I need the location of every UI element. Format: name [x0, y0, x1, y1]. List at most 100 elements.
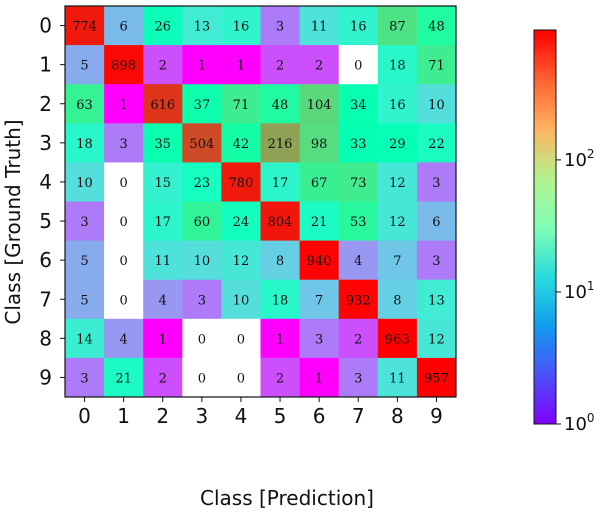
- heatmap-cell: [221, 357, 261, 398]
- cell-value-label: 2: [315, 59, 323, 74]
- heatmap-cell: [104, 123, 144, 163]
- cell-value-label: 16: [389, 98, 406, 113]
- heatmap-cell: [416, 84, 457, 124]
- heatmap-cell: [182, 240, 222, 281]
- plot-frame: [64, 5, 457, 398]
- heatmap-cell: [377, 201, 418, 242]
- cell-value-label: 13: [194, 20, 211, 35]
- heatmap-cell: [338, 318, 379, 359]
- x-tick-label: 9: [430, 404, 443, 428]
- cell-value-label: 87: [389, 20, 406, 35]
- heatmap-cell: [338, 357, 379, 398]
- heatmap-cell: [221, 123, 261, 163]
- heatmap-cell: [182, 6, 222, 46]
- cell-value-label: 1: [120, 98, 128, 113]
- y-tick-label: 1: [39, 53, 52, 77]
- heatmap-cell: [299, 279, 340, 320]
- heatmap-cell: [143, 318, 183, 359]
- heatmap-cell: [377, 279, 418, 320]
- cell-value-label: 48: [272, 98, 289, 113]
- cell-value-label: 18: [389, 59, 406, 74]
- heatmap-cell: [221, 279, 261, 320]
- y-tick-label: 8: [39, 326, 52, 350]
- cell-value-label: 7: [315, 293, 323, 308]
- y-tick-label: 9: [39, 365, 52, 389]
- cell-value-label: 1: [237, 59, 245, 74]
- heatmap-cell: [143, 357, 183, 398]
- cell-value-label: 12: [428, 332, 445, 347]
- cell-value-label: 37: [194, 98, 211, 113]
- cell-value-label: 71: [233, 98, 250, 113]
- cell-value-label: 216: [268, 137, 293, 152]
- heatmap-cell: [143, 123, 183, 163]
- heatmap-cell: [260, 45, 301, 85]
- cell-value-label: 16: [233, 20, 250, 35]
- heatmap-cell: [143, 279, 183, 320]
- cell-value-label: 33: [350, 137, 367, 152]
- cell-value-label: 3: [432, 254, 440, 269]
- heatmap-cell: [416, 279, 457, 320]
- heatmap-cell: [182, 84, 222, 124]
- heatmap-cell: [143, 162, 183, 202]
- cell-value-label: 13: [428, 293, 445, 308]
- cell-value-label: 1: [315, 371, 323, 386]
- heatmap-cell: [221, 6, 261, 46]
- cell-value-label: 3: [120, 137, 128, 152]
- heatmap-cell: [338, 279, 379, 320]
- heatmap-cell: [182, 279, 222, 320]
- cell-value-label: 2: [354, 332, 362, 347]
- x-tick-label: 3: [195, 404, 208, 428]
- colorbar-ticks: 100 101 102: [556, 147, 595, 435]
- cell-value-label: 1: [159, 332, 167, 347]
- heatmap-cell: [65, 318, 105, 359]
- cell-value-label: 8: [276, 254, 284, 269]
- cell-value-label: 5: [80, 293, 88, 308]
- heatmap-cell: [65, 162, 105, 202]
- heatmap-cell: [221, 240, 261, 281]
- heatmap-cell: [338, 6, 379, 46]
- cell-value-label: 12: [233, 254, 250, 269]
- x-tick-label: 0: [78, 404, 91, 428]
- cell-value-label: 0: [120, 215, 128, 230]
- heatmap-cell: [182, 123, 222, 163]
- cell-value-label: 963: [385, 332, 410, 347]
- cell-value-label: 18: [272, 293, 289, 308]
- x-axis-ticks: 0 1 2 3 4 5 6 7 8 9: [78, 397, 443, 428]
- cell-value-label: 18: [76, 137, 93, 152]
- heatmap-cell: [260, 240, 301, 281]
- cell-value-label: 11: [311, 20, 328, 35]
- cell-value-label: 10: [428, 98, 445, 113]
- heatmap-cell: [182, 201, 222, 242]
- heatmap-cell: [65, 45, 105, 85]
- heatmap-cell: [416, 45, 457, 85]
- colorbar-tick-label: 101: [564, 279, 595, 303]
- heatmap-cell: [221, 201, 261, 242]
- cell-value-label: 35: [154, 137, 171, 152]
- colorbar-tick-label: 100: [564, 411, 595, 435]
- cell-value-label: 3: [80, 215, 88, 230]
- cell-value-label: 0: [120, 293, 128, 308]
- cell-value-label: 0: [237, 332, 245, 347]
- heatmap-cell: [260, 123, 301, 163]
- heatmap-cell: [377, 357, 418, 398]
- heatmap-cell: [299, 318, 340, 359]
- heatmap-cell: [299, 84, 340, 124]
- x-tick-label: 1: [117, 404, 130, 428]
- cell-value-label: 10: [76, 176, 93, 191]
- cell-value-label: 3: [315, 332, 323, 347]
- cell-value-label: 12: [389, 176, 406, 191]
- heatmap-cell: [338, 84, 379, 124]
- heatmap-cell: [104, 240, 144, 281]
- heatmap-cell: [299, 162, 340, 202]
- cell-value-label: 10: [194, 254, 211, 269]
- y-tick-label: 5: [39, 209, 52, 233]
- cell-value-label: 22: [428, 137, 445, 152]
- cell-value-label: 1: [276, 332, 284, 347]
- heatmap-cell: [143, 84, 183, 124]
- heatmap-cell: [416, 162, 457, 202]
- heatmap-cell: [416, 6, 457, 46]
- heatmap-cell: [377, 318, 418, 359]
- heatmap-cell: [143, 45, 183, 85]
- y-tick-label: 7: [39, 287, 52, 311]
